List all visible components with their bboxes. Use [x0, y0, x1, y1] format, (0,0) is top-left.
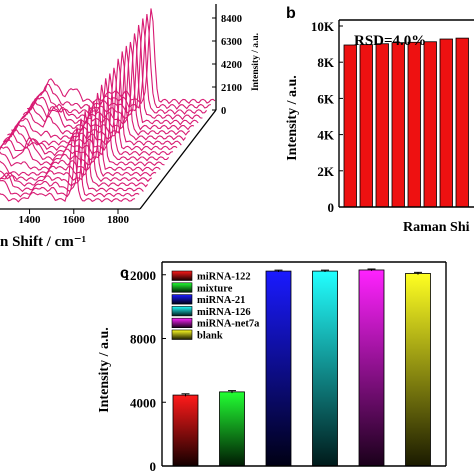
waterfall-spectrum-line [0, 132, 136, 203]
waterfall-spectrum-line [0, 127, 140, 198]
legend-swatch [171, 306, 193, 317]
waterfall-spectrum-line [30, 14, 211, 110]
waterfall-x-tick-label: 1400 [19, 214, 42, 226]
panel-c-y-tick-label: 12000 [124, 268, 157, 283]
panel-c-legend: miRNA-122mixturemiRNA-21miRNA-126miRNA-n… [171, 270, 260, 342]
legend-swatch [171, 294, 193, 305]
waterfall-z-tick-label: 2100 [221, 83, 242, 94]
panel-b-bar [391, 42, 405, 208]
legend-entry-label: miRNA-122 [197, 272, 251, 283]
panel-b-x-axis-label: Raman Shi [403, 220, 470, 235]
waterfall-x-tick-label: 1800 [107, 214, 130, 226]
waterfall-spectrum-line [0, 84, 165, 167]
panel-c-bar [405, 273, 431, 467]
waterfall-z-tick-label: 6300 [221, 37, 242, 48]
legend-swatch [171, 317, 193, 329]
panel-b-bar [407, 41, 421, 208]
waterfall-spectra [0, 8, 216, 203]
panel-c-label: c [120, 265, 129, 282]
waterfall-axes: 1400 1600 1800 8400 6300 4200 2100 0 [0, 4, 242, 226]
panel-b-bars [343, 37, 469, 208]
waterfall-spectrum-line [0, 92, 161, 172]
panel-c-bar [265, 270, 292, 467]
legend-entry-label: miRNA-net7a [197, 319, 260, 330]
legend-entry-label: blank [197, 331, 223, 342]
panel-b-y-tick-label: 4K [317, 128, 335, 143]
legend-swatch [171, 282, 193, 293]
panel-c-bar [312, 270, 338, 467]
waterfall-z-tick-label: 4200 [221, 60, 242, 71]
rsd-annotation: RSD=4.0% [354, 33, 426, 49]
panel-c-bar [219, 391, 245, 467]
panel-b-y-tick-label: 0 [328, 200, 335, 215]
waterfall-x-axis-label: n Shift / cm⁻¹ [0, 234, 86, 250]
waterfall-z-tick-label: 0 [221, 106, 226, 117]
panel-b-bar [343, 44, 357, 208]
legend-swatch [171, 270, 193, 281]
panel-c-y-tick-label: 8000 [130, 332, 156, 347]
panel-b-y-tick-label: 2K [317, 164, 335, 179]
panel-b-bar-chart: b 0 2K 4K 6K 8K 10K RSD=4.0% Intensity / a.u.… [285, 5, 474, 235]
panel-b-y-tick-label: 6K [317, 91, 335, 106]
panel-b-y-tick-label: 8K [317, 55, 335, 70]
panel-c-y-tick-label: 4000 [130, 395, 156, 410]
legend-entry-label: miRNA-21 [197, 295, 245, 306]
waterfall-depth-axis [139, 109, 217, 210]
legend-swatch [171, 329, 193, 340]
panel-a-waterfall: 1400 1600 1800 8400 6300 4200 2100 0 n Shift / … [0, 4, 261, 250]
panel-b-y-tick-label: 10K [311, 19, 335, 34]
panel-b-bar [423, 41, 437, 208]
panel-c-axes: 0 4000 8000 12000 [124, 261, 447, 474]
panel-c-y-tick-label: 0 [150, 459, 157, 474]
panel-b-label: b [286, 5, 296, 22]
waterfall-spectrum-line [0, 118, 144, 193]
panel-b-bar [359, 44, 373, 208]
waterfall-z-axis-label: Intensity / a.u. [251, 33, 261, 91]
panel-c-bar [172, 394, 199, 467]
panel-c-y-axis-label: Intensity / a.u. [97, 327, 112, 413]
panel-c-bars [172, 268, 431, 467]
legend-entry-label: miRNA-126 [197, 307, 251, 318]
waterfall-z-tick-label: 8400 [221, 14, 242, 25]
panel-c-bar-chart: c 0 4000 8000 12000 miRNA-122mixturemiRNA-2… [97, 261, 447, 474]
legend-entry-label: mixture [197, 283, 233, 294]
panel-b-bar [375, 43, 389, 208]
panel-b-bar [439, 38, 453, 208]
waterfall-spectrum-line [0, 105, 153, 183]
panel-b-bar [455, 37, 469, 208]
panel-b-y-axis-label: Intensity / a.u. [285, 75, 300, 161]
waterfall-x-tick-label: 1600 [63, 214, 86, 226]
panel-c-bar [358, 269, 385, 467]
panel-b-axes: 0 2K 4K 6K 8K 10K [311, 19, 474, 215]
